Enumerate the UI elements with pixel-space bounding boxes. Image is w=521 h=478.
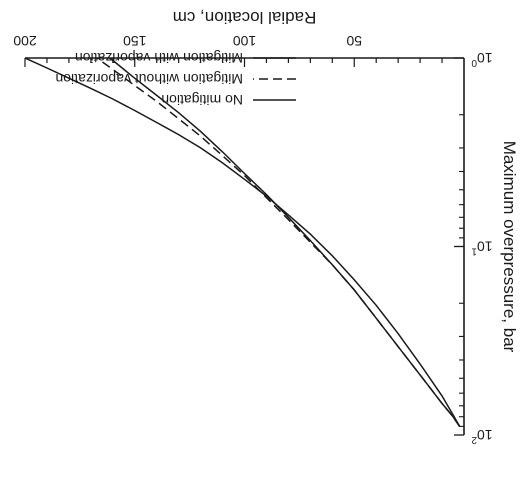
y-tick-label: 100 <box>471 50 493 68</box>
legend-label: Mitigation with vaporization <box>75 50 243 66</box>
x-axis-ticks: 50 100 150 200 <box>13 33 443 67</box>
legend-label: Mitigation without vaporization <box>55 71 243 87</box>
y-tick-base: 10 <box>477 427 493 443</box>
x-tick-label: 200 <box>13 33 37 49</box>
y-tick-exponent: 2 <box>471 434 477 445</box>
series-line-3 <box>108 58 461 427</box>
x-tick-label: 50 <box>346 33 362 49</box>
series-line-1 <box>25 58 461 427</box>
y-tick-base: 10 <box>477 50 493 66</box>
series-line-2 <box>95 58 461 427</box>
x-axis-label: Radial location, cm <box>173 8 317 27</box>
x-tick-label: 150 <box>123 33 147 49</box>
y-tick-label: 102 <box>471 427 493 445</box>
y-tick-base: 10 <box>477 239 493 255</box>
legend: No mitigation Mitigation without vaporiza… <box>55 50 296 108</box>
legend-label: No mitigation <box>161 92 243 108</box>
y-tick-exponent: 1 <box>471 246 477 257</box>
y-tick-exponent: 0 <box>471 57 477 68</box>
y-axis-label: Maximum overpressure, bar <box>500 141 519 353</box>
x-tick-label: 100 <box>233 33 257 49</box>
y-tick-label: 101 <box>471 239 493 257</box>
